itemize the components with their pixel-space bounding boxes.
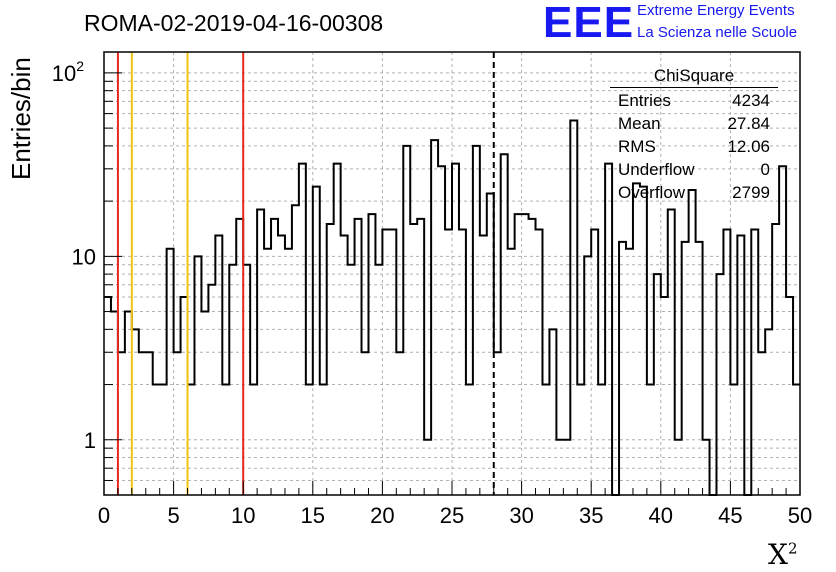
x-tick-label: 45	[718, 503, 742, 528]
chart-title: ROMA-02-2019-04-16-00308	[84, 10, 384, 36]
x-axis-label: X2	[768, 538, 798, 571]
y-axis-label: Entries/bin	[6, 57, 36, 180]
x-tick-label: 35	[579, 503, 603, 528]
y-tick-label: 1	[84, 428, 96, 453]
stats-title: ChiSquare	[610, 66, 778, 88]
y-tick-label: 102	[52, 58, 84, 86]
histogram-series	[104, 119, 800, 496]
stats-row-rms: RMS 12.06	[618, 137, 770, 156]
stats-row-mean: Mean 27.84	[618, 114, 770, 133]
x-tick-label: 50	[788, 503, 812, 528]
y-tick-label: 10	[72, 244, 96, 269]
stats-row-overflow: Overflow 2799	[618, 183, 770, 202]
logo-line-1: Extreme Energy Events	[637, 2, 795, 19]
stats-row-underflow: Underflow 0	[618, 160, 770, 179]
x-tick-label: 5	[167, 503, 179, 528]
x-tick-label: 30	[509, 503, 533, 528]
x-tick-label: 40	[649, 503, 673, 528]
stats-row-entries: Entries 4234	[618, 91, 770, 110]
eee-logo: EEE	[543, 0, 635, 47]
x-tick-label: 10	[231, 503, 255, 528]
x-tick-label: 20	[370, 503, 394, 528]
x-tick-label: 15	[301, 503, 325, 528]
x-tick-label: 0	[98, 503, 110, 528]
logo-line-2: La Scienza nelle Scuole	[637, 24, 798, 41]
x-tick-label: 25	[440, 503, 464, 528]
stats-box: ChiSquare Entries 4234 Mean 27.84 RMS 12…	[610, 66, 778, 203]
